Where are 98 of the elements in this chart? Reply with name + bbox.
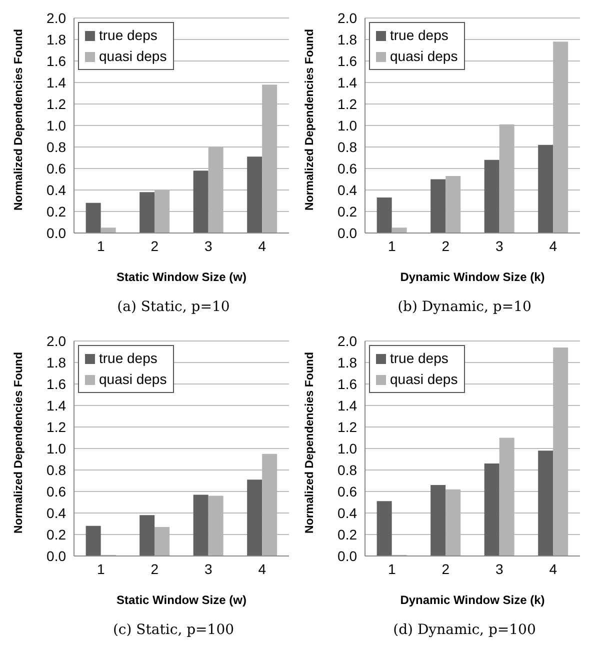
x-tick-label: 3 bbox=[204, 238, 212, 254]
bar bbox=[484, 160, 500, 233]
bar bbox=[100, 228, 116, 233]
text: (a) Static, p=10 bbox=[116, 299, 231, 317]
x-tick-label: 2 bbox=[442, 238, 450, 254]
y-tick-label: 0.4 bbox=[338, 504, 358, 521]
y-tick-label: 0.2 bbox=[338, 526, 358, 542]
y-tick-label: 1.2 bbox=[46, 96, 66, 112]
legend-label: true deps bbox=[99, 26, 158, 45]
y-tick-label: 1.4 bbox=[338, 397, 358, 414]
x-tick-label: 3 bbox=[204, 560, 212, 577]
bar bbox=[86, 202, 101, 233]
y-tick-label: 0.6 bbox=[46, 483, 66, 500]
bar bbox=[430, 179, 446, 233]
y-tick-label: 2.0 bbox=[46, 332, 66, 349]
x-tick-label: 1 bbox=[388, 238, 396, 254]
x-tick-label: 1 bbox=[388, 560, 396, 577]
y-tick-label: 1.2 bbox=[338, 96, 358, 112]
x-tick-label: 2 bbox=[442, 560, 450, 577]
y-tick-label: 1.6 bbox=[46, 52, 66, 69]
y-tick-label: 1.6 bbox=[46, 376, 66, 392]
x-axis-title: Dynamic Window Size (k) bbox=[400, 593, 545, 607]
y-tick-label: 0.6 bbox=[46, 160, 66, 176]
bar bbox=[140, 515, 155, 556]
y-tick-label: 1.0 bbox=[338, 440, 358, 456]
bar bbox=[86, 526, 101, 556]
y-tick-label: 1.8 bbox=[46, 354, 66, 370]
y-tick-label: 1.4 bbox=[338, 74, 358, 90]
y-tick-label: 1.8 bbox=[46, 31, 66, 48]
y-tick-label: 1.0 bbox=[338, 117, 358, 134]
x-axis-title: Dynamic Window Size (k) bbox=[400, 270, 545, 284]
y-tick-label: 0.6 bbox=[338, 160, 358, 176]
y-tick-label: 0.8 bbox=[338, 138, 358, 155]
bar bbox=[484, 464, 500, 556]
y-tick-label: 1.2 bbox=[338, 418, 358, 435]
bar bbox=[538, 450, 554, 556]
text: (b) Dynamic, p=10 bbox=[396, 299, 532, 317]
y-tick-label: 0.0 bbox=[338, 224, 358, 241]
y-tick-label: 0.4 bbox=[46, 182, 66, 198]
y-tick-label: 1.0 bbox=[46, 117, 66, 134]
y-tick-label: 0.4 bbox=[46, 504, 66, 521]
y-tick-label: 1.8 bbox=[338, 31, 358, 48]
y-tick-label: 0.4 bbox=[338, 182, 358, 198]
y-tick-label: 1.6 bbox=[338, 376, 358, 392]
y-tick-label: 1.2 bbox=[46, 418, 66, 435]
y-tick-label: 1.4 bbox=[46, 397, 66, 414]
legend-label: true deps bbox=[99, 349, 158, 368]
x-tick-label: 4 bbox=[549, 560, 558, 577]
x-tick-label: 1 bbox=[96, 238, 105, 254]
bar bbox=[247, 480, 262, 556]
x-tick-label: 3 bbox=[495, 238, 504, 254]
y-tick-label: 0.8 bbox=[46, 462, 66, 478]
y-tick-label: 2.0 bbox=[46, 10, 66, 26]
legend-label: true deps bbox=[390, 26, 448, 45]
y-tick-label: 1.0 bbox=[46, 440, 66, 456]
y-tick-label: 0.2 bbox=[46, 203, 66, 220]
y-axis-title: Normalized Dependencies Found bbox=[13, 29, 26, 210]
y-tick-label: 0.8 bbox=[46, 138, 66, 155]
y-tick-label: 2.0 bbox=[338, 332, 358, 349]
x-tick-label: 3 bbox=[495, 560, 504, 577]
text: (c) Static, p=100 bbox=[112, 622, 236, 640]
bar bbox=[247, 156, 262, 233]
bar bbox=[430, 485, 446, 556]
y-tick-label: 0.2 bbox=[46, 526, 66, 542]
bar bbox=[538, 144, 554, 233]
x-tick-label: 4 bbox=[258, 238, 266, 254]
y-axis-title: Normalized Dependencies Found bbox=[304, 352, 316, 534]
x-tick-label: 2 bbox=[150, 238, 159, 254]
bar bbox=[140, 192, 155, 233]
y-tick-label: 0.0 bbox=[46, 224, 66, 241]
legend-label: quasi deps bbox=[390, 370, 458, 389]
bar bbox=[376, 198, 392, 233]
y-axis-title: Normalized Dependencies Found bbox=[13, 352, 26, 534]
y-tick-label: 0.6 bbox=[338, 483, 358, 500]
legend-label: quasi deps bbox=[99, 370, 167, 389]
y-tick-label: 1.4 bbox=[46, 74, 66, 90]
y-tick-label: 0.0 bbox=[46, 548, 66, 564]
bar bbox=[376, 501, 392, 556]
y-tick-label: 2.0 bbox=[338, 10, 358, 26]
x-tick-label: 4 bbox=[549, 238, 558, 254]
y-tick-label: 1.6 bbox=[338, 52, 358, 69]
y-tick-label: 0.0 bbox=[338, 548, 358, 564]
bar bbox=[193, 494, 208, 556]
text: (d) Dynamic, p=100 bbox=[392, 622, 537, 640]
x-tick-label: 1 bbox=[96, 560, 105, 577]
x-tick-label: 4 bbox=[258, 560, 266, 577]
x-axis-title: Static Window Size (w) bbox=[116, 270, 246, 284]
legend-label: quasi deps bbox=[390, 47, 458, 66]
legend-label: quasi deps bbox=[99, 47, 167, 66]
legend-label: true deps bbox=[390, 349, 448, 368]
y-tick-label: 0.8 bbox=[338, 462, 358, 478]
y-axis-title: Normalized Dependencies Found bbox=[304, 29, 316, 210]
y-tick-label: 0.2 bbox=[338, 203, 358, 220]
x-tick-label: 2 bbox=[150, 560, 159, 577]
bar bbox=[392, 228, 407, 233]
y-tick-label: 1.8 bbox=[338, 354, 358, 370]
bar bbox=[193, 170, 208, 233]
x-axis-title: Static Window Size (w) bbox=[116, 593, 246, 607]
